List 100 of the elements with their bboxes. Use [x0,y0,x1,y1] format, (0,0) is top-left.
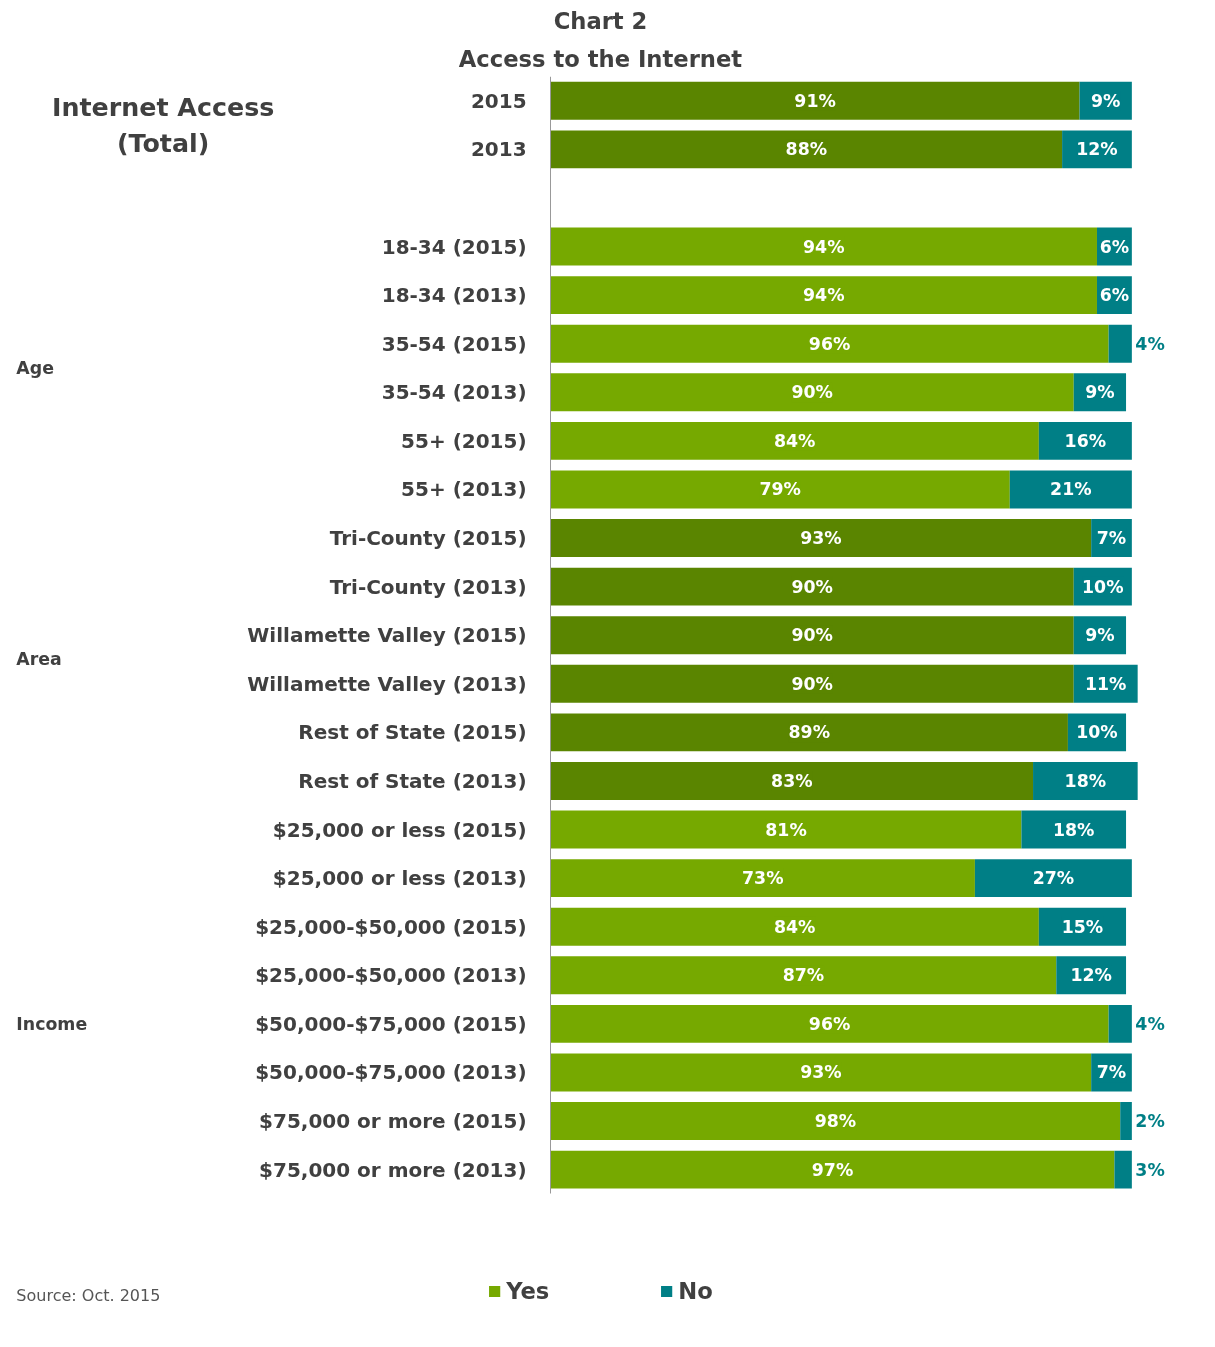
data-label: 90% [791,625,833,646]
data-label: 27% [1032,868,1075,889]
bar [550,519,1092,557]
bar [550,713,1068,752]
y-tick-label: $50,000-$75,000 (2015) [255,1011,527,1036]
data-label: 89% [788,722,830,743]
data-label: 81% [765,819,807,840]
bar [550,810,1022,849]
data-label: 6% [1099,236,1130,257]
bar [974,859,1132,898]
data-label: 7% [1096,528,1127,549]
data-label: 4% [1135,1013,1165,1034]
legend-label: No [678,1278,713,1304]
y-tick-label: Rest of State (2013) [298,768,527,793]
data-label: 96% [808,333,851,354]
bar [1108,1004,1132,1043]
data-label: 96% [808,1013,851,1034]
data-label: 90% [791,576,833,597]
y-tick-label: 55+ (2013) [401,477,527,502]
data-label: 4% [1135,333,1165,354]
bar [1108,324,1132,363]
data-label: 97% [811,1159,854,1180]
data-label: 18% [1064,770,1107,791]
data-label: 93% [800,528,842,549]
data-label: 84% [773,916,816,937]
y-tick-label: $75,000 or more (2013) [259,1157,527,1182]
text: Age [16,358,54,378]
y-tick-label: Tri-County (2015) [329,526,527,551]
y-tick-label: 2013 [470,137,527,162]
bar [550,664,1074,703]
bar [550,470,1010,509]
data-label: 12% [1076,139,1118,160]
data-label: 2% [1135,1111,1165,1132]
bar [550,956,1057,995]
data-label: 9% [1085,382,1115,403]
y-tick-label: $75,000 or more (2015) [259,1109,527,1134]
bar [550,762,1034,800]
data-label: 16% [1064,430,1107,451]
bar [550,1102,1121,1140]
data-label: 3% [1135,1159,1165,1180]
bar [550,1150,1115,1189]
y-tick-label: Tri-County (2013) [329,574,527,599]
text: Income [16,1013,88,1034]
bar [550,1004,1109,1043]
data-label: 73% [742,868,784,889]
bar [550,859,975,898]
data-label: 94% [803,285,845,306]
y-tick-label: $25,000 or less (2013) [272,866,527,891]
data-label: 87% [782,965,825,986]
y-tick-label: $25,000-$50,000 (2015) [255,914,527,939]
data-label: 7% [1096,1062,1127,1083]
chart-title: Chart 2 [553,7,648,34]
data-label: 93% [800,1062,842,1083]
bar [550,324,1109,363]
y-tick-label: 35-54 (2015) [381,331,527,356]
text: Area [16,649,62,670]
data-label: 90% [791,673,833,694]
y-tick-label: $25,000 or less (2015) [272,817,527,842]
y-tick-label: 18-34 (2015) [381,234,527,259]
data-label: 21% [1050,479,1092,500]
y-tick-label: 35-54 (2013) [381,380,527,405]
y-tick-label: $50,000-$75,000 (2013) [255,1060,527,1085]
bar [550,567,1074,606]
bar [550,81,1080,120]
bar [550,130,1063,169]
data-label: 12% [1070,965,1112,986]
bar [550,227,1097,266]
data-label: 84% [773,430,816,451]
data-label: 9% [1090,90,1121,111]
data-label: 6% [1099,285,1130,306]
bar [550,616,1074,655]
data-label: 15% [1061,916,1104,937]
y-tick-label: Rest of State (2015) [298,720,527,745]
y-tick-label: 2015 [470,88,527,113]
text: Internet Access (Total) [51,91,275,159]
data-label: 88% [785,139,828,160]
bar [1114,1150,1132,1189]
bar [550,421,1039,460]
data-label: 90% [791,382,833,403]
source-note: Source: Oct. 2015 [16,1286,161,1306]
data-label: 10% [1076,722,1118,743]
chart-subtitle: Access to the Internet [458,45,743,72]
bar [550,276,1097,315]
y-tick-label: 18-34 (2013) [381,283,527,308]
data-label: 79% [759,479,801,500]
legend-label: Yes [506,1278,550,1304]
data-label: 94% [803,236,845,257]
y-tick-label: Willamette Valley (2013) [247,671,527,696]
y-tick-label: Willamette Valley (2015) [247,623,527,648]
y-tick-label: 55+ (2015) [401,428,527,453]
data-label: 83% [771,770,813,791]
data-label: 10% [1082,576,1124,597]
bar [550,373,1074,412]
bar [1120,1102,1132,1140]
data-label: 11% [1084,673,1127,694]
data-label: 91% [794,90,836,111]
data-label: 18% [1052,819,1095,840]
bar [550,1053,1092,1092]
bar [550,907,1039,946]
data-label: 9% [1085,625,1115,646]
